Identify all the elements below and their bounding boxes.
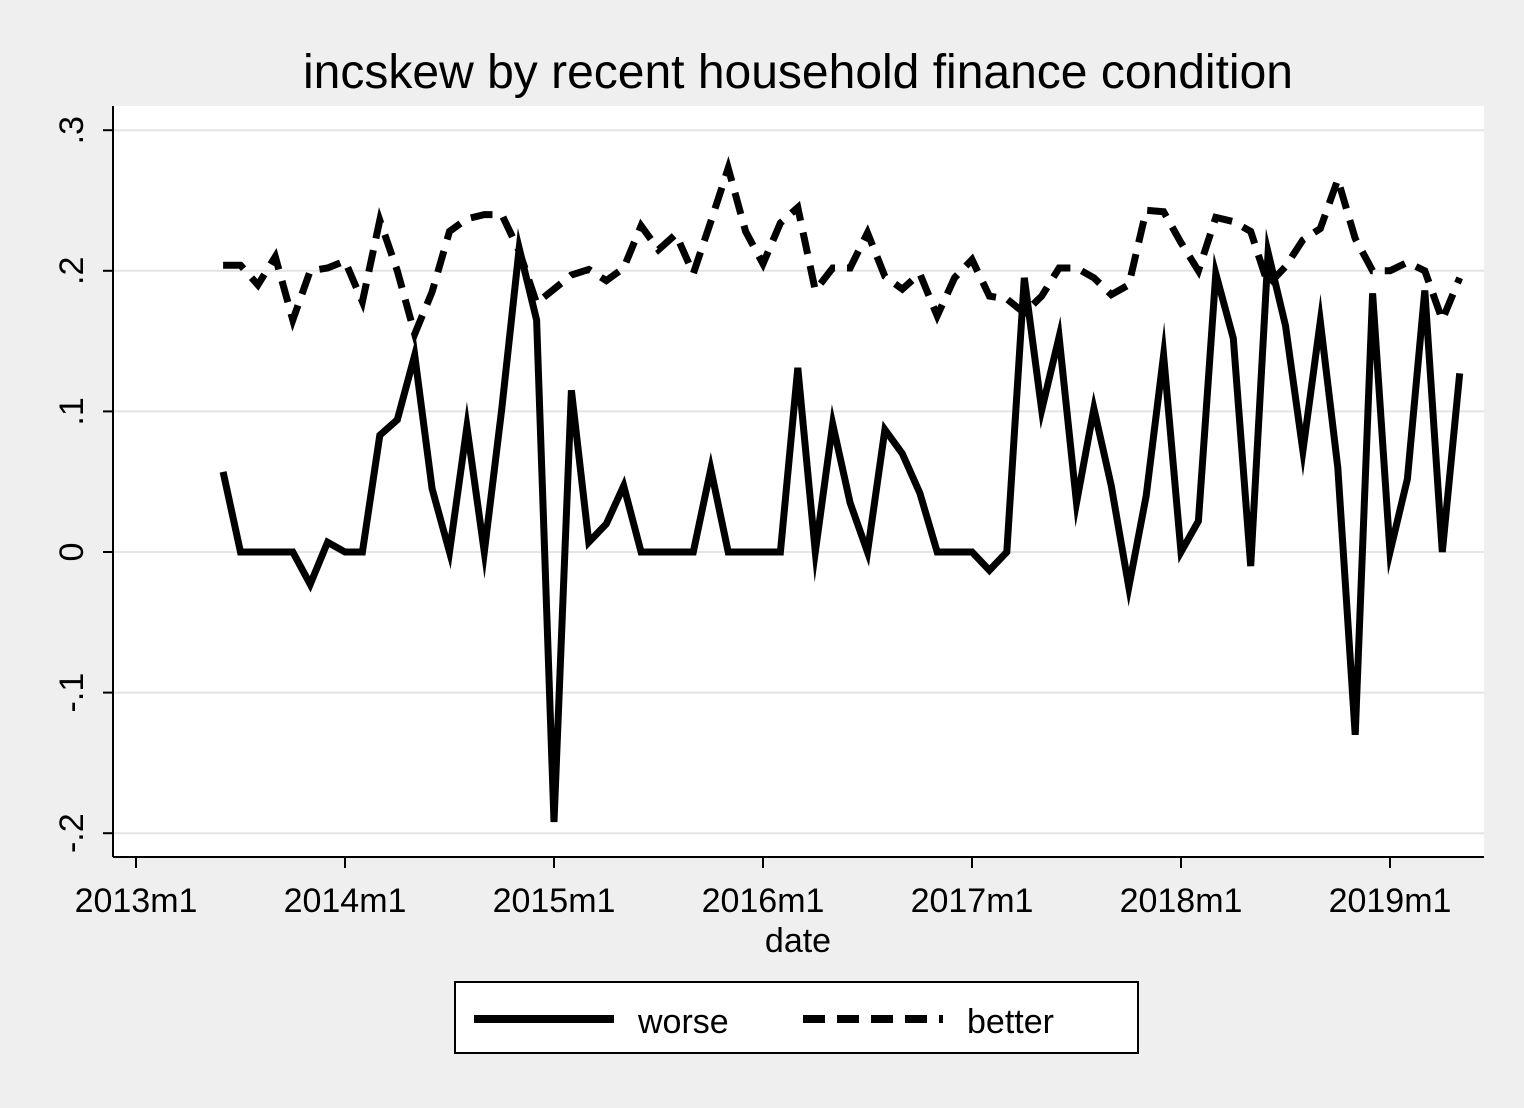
x-tick-label: 2019m1 — [1329, 882, 1452, 920]
y-tick-label: 0 — [53, 543, 91, 562]
y-tick-label: .2 — [53, 257, 91, 285]
x-tick-label: 2015m1 — [493, 882, 616, 920]
x-tick-label: 2018m1 — [1120, 882, 1243, 920]
legend: worse better — [454, 981, 1139, 1054]
chart-title: incskew by recent household finance cond… — [303, 46, 1293, 99]
x-axis-title: date — [765, 922, 831, 960]
x-ticks: 2013m1 2014m1 2015m1 2016m1 2017m1 2018m1 2019… — [75, 857, 1452, 920]
x-tick-label: 2013m1 — [75, 882, 198, 920]
x-tick-label: 2014m1 — [284, 882, 407, 920]
legend-label-better: better — [967, 1003, 1054, 1041]
legend-label-worse: worse — [637, 1003, 729, 1041]
y-tick-label: -.2 — [53, 813, 91, 853]
x-tick-label: 2016m1 — [702, 882, 825, 920]
series-line-worse — [219, 228, 1464, 823]
series-line-better — [223, 156, 1463, 345]
y-tick-label: .3 — [53, 116, 91, 144]
y-tick-label: .1 — [53, 397, 91, 425]
y-tick-label: -.1 — [53, 673, 91, 713]
y-ticks: -.2 -.1 0 .1 .2 .3 — [53, 116, 113, 853]
series-layer — [219, 156, 1464, 823]
x-tick-label: 2017m1 — [911, 882, 1034, 920]
